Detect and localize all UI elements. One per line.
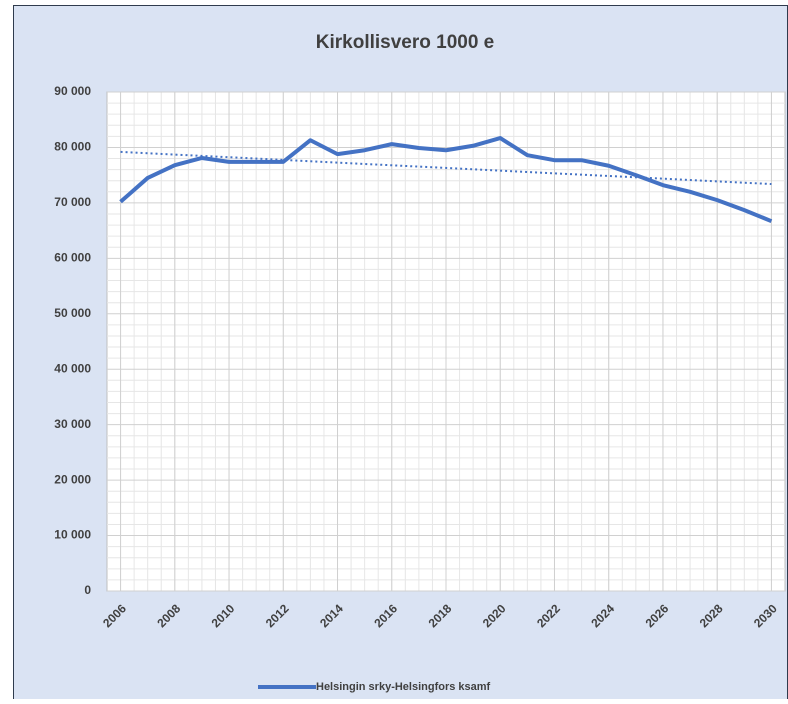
line-series <box>119 136 773 224</box>
y-tick-label: 40 000 <box>54 361 91 375</box>
y-tick-label: 80 000 <box>54 140 91 154</box>
y-tick-label: 10 000 <box>54 528 91 542</box>
legend-label: Helsingin srky-Helsingfors ksamf <box>316 681 491 693</box>
y-tick-label: 0 <box>84 583 91 597</box>
y-tick-label: 50 000 <box>54 306 91 320</box>
y-tick-label: 90 000 <box>54 84 91 98</box>
trendline <box>120 150 772 186</box>
y-tick-label: 30 000 <box>54 417 91 431</box>
y-tick-label: 70 000 <box>54 195 91 209</box>
y-tick-label: 20 000 <box>54 472 91 486</box>
chart-title: Kirkollisvero 1000 e <box>316 32 495 53</box>
y-tick-label: 60 000 <box>54 251 91 265</box>
